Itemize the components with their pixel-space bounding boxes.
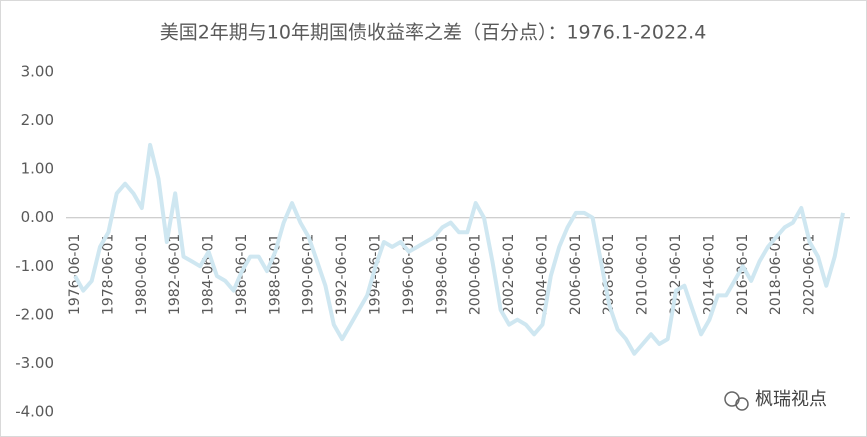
x-tick-label: 2020-06-01 bbox=[802, 234, 818, 315]
x-tick-label: 1976-06-01 bbox=[67, 234, 83, 315]
series-line bbox=[73, 142, 845, 356]
x-tick-label: 2012-06-01 bbox=[668, 234, 684, 315]
y-tick-label: -4.00 bbox=[15, 403, 54, 421]
y-tick-label: -3.00 bbox=[15, 354, 54, 372]
x-tick-label: 2002-06-01 bbox=[501, 234, 517, 315]
x-tick-label: 1992-06-01 bbox=[334, 234, 350, 315]
x-tick-label: 2010-06-01 bbox=[635, 234, 651, 315]
x-tick-label: 2000-06-01 bbox=[468, 234, 484, 315]
y-tick-label: -1.00 bbox=[15, 257, 54, 275]
x-tick-label: 1982-06-01 bbox=[167, 234, 183, 315]
x-tick-label: 2014-06-01 bbox=[701, 234, 717, 315]
y-tick-label: 3.00 bbox=[21, 63, 54, 81]
x-tick-label: 1996-06-01 bbox=[401, 234, 417, 315]
y-tick-label: 0.00 bbox=[21, 208, 54, 226]
x-tick-label: 1990-06-01 bbox=[301, 234, 317, 315]
y-tick-label: -2.00 bbox=[15, 305, 54, 323]
x-tick-label: 2018-06-01 bbox=[768, 234, 784, 315]
x-tick-label: 2008-06-01 bbox=[601, 234, 617, 315]
watermark: 枫瑞视点 bbox=[755, 389, 827, 410]
x-tick-label: 2016-06-01 bbox=[735, 234, 751, 315]
x-tick-label: 1988-06-01 bbox=[267, 234, 283, 315]
chart-title: 美国2年期与10年期国债收益率之差（百分点）：1976.1-2022.4 bbox=[160, 22, 707, 44]
y-tick-label: 2.00 bbox=[21, 111, 54, 129]
x-tick-label: 1980-06-01 bbox=[134, 234, 150, 315]
y-tick-label: 1.00 bbox=[21, 160, 54, 178]
x-tick-label: 1998-06-01 bbox=[434, 234, 450, 315]
watermark-icon bbox=[724, 391, 749, 411]
x-tick-label: 1978-06-01 bbox=[100, 234, 116, 315]
x-tick-label: 2006-06-01 bbox=[568, 234, 584, 315]
x-tick-label: 1984-06-01 bbox=[201, 234, 217, 315]
